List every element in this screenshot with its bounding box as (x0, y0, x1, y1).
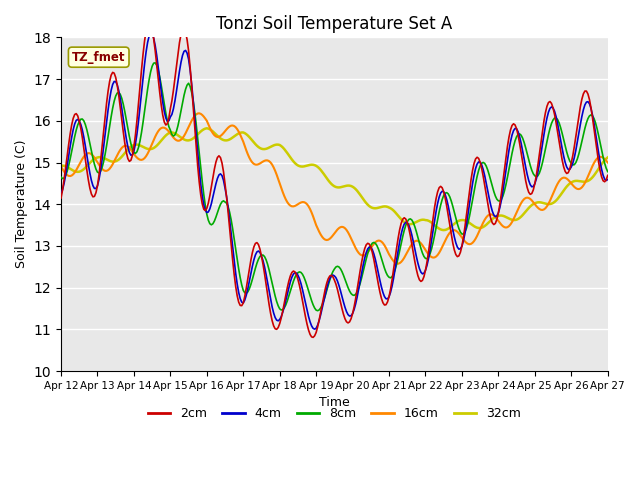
Text: TZ_fmet: TZ_fmet (72, 51, 125, 64)
X-axis label: Time: Time (319, 396, 349, 409)
Y-axis label: Soil Temperature (C): Soil Temperature (C) (15, 140, 28, 268)
Title: Tonzi Soil Temperature Set A: Tonzi Soil Temperature Set A (216, 15, 452, 33)
Legend: 2cm, 4cm, 8cm, 16cm, 32cm: 2cm, 4cm, 8cm, 16cm, 32cm (143, 402, 526, 425)
